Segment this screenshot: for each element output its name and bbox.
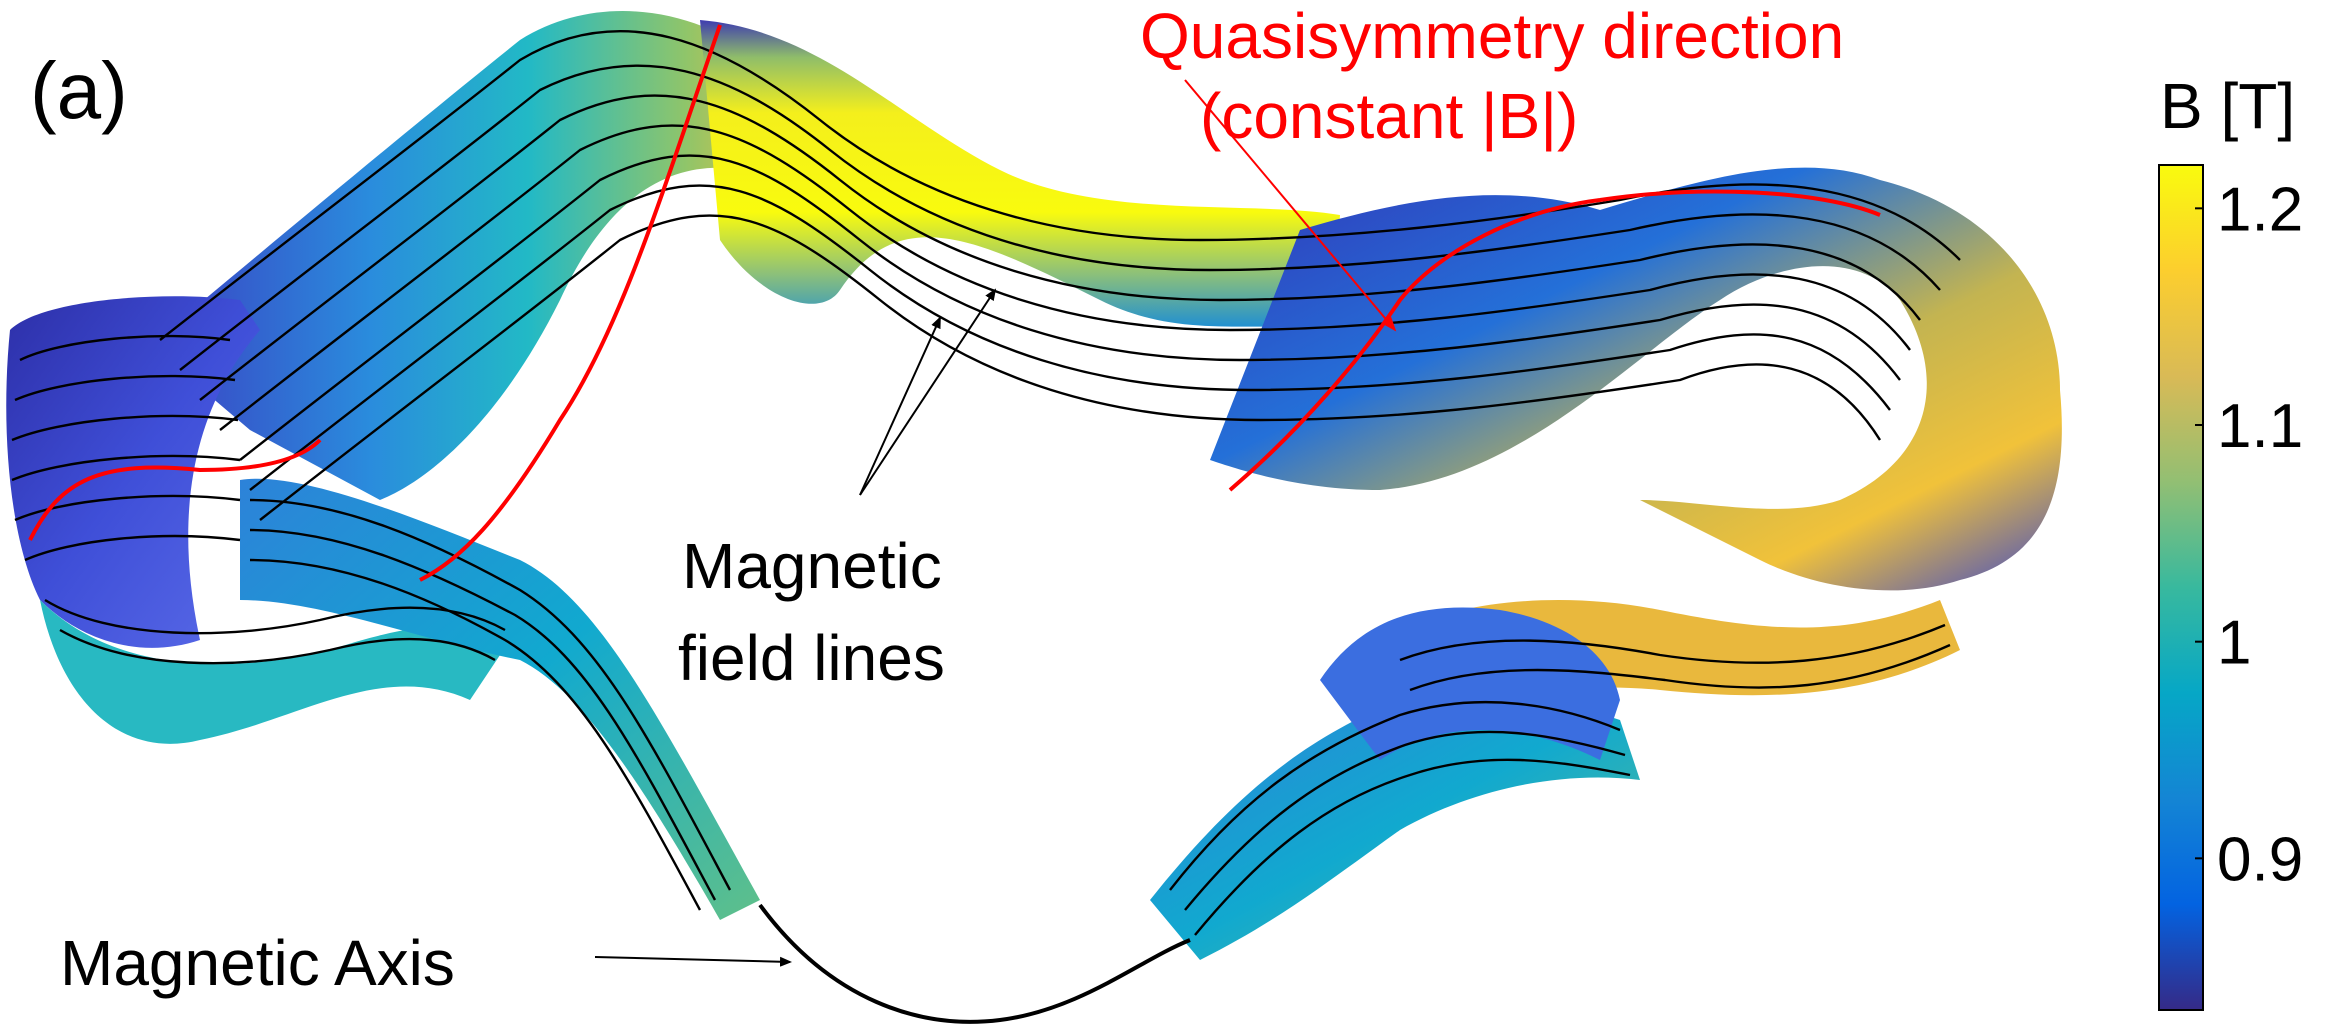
colorbar-tick-label: 1.1 (2217, 392, 2303, 461)
colorbar-tick-label: 1.2 (2217, 175, 2303, 244)
flux-surface-left-arm (150, 11, 780, 500)
magnetic-axis-curve (758, 903, 1191, 1024)
colorbar-tick-label: 0.9 (2217, 825, 2303, 894)
quasisymmetry-arrow (1184, 79, 1397, 332)
field-lines (11, 29, 1961, 936)
colorbar-gradient (2158, 164, 2204, 1011)
flux-surface (6, 11, 2062, 960)
annotation-arrows (594, 79, 1397, 967)
flux-surface-left-scroll (40, 600, 510, 744)
colorbar-title: B [T] (2160, 70, 2295, 142)
field-lines-label-line1: Magnetic (682, 530, 942, 602)
field-lines-arrow-1 (859, 316, 941, 496)
flux-surface-left-cap (6, 296, 260, 648)
quasisymmetry-label-line1: Quasisymmetry direction (1140, 0, 1844, 72)
quasisymmetry-curves (28, 24, 1881, 582)
field-lines-arrow-2 (859, 288, 997, 496)
field-lines-label-line2: field lines (678, 622, 945, 694)
flux-surface-center-band (700, 20, 1340, 330)
colorbar-tick-label: 1 (2217, 609, 2251, 678)
colorbar: B [T] 1.2 1.1 1 0.9 (2158, 70, 2303, 1011)
flux-surface-right-cap (1320, 607, 1620, 760)
magnetic-axis-arrow (594, 956, 792, 967)
magnetic-axis-label: Magnetic Axis (60, 927, 455, 999)
flux-surface-left-fan (240, 478, 760, 920)
quasisymmetry-label-line2: (constant |B|) (1200, 80, 1578, 152)
panel-label: (a) (30, 46, 128, 135)
